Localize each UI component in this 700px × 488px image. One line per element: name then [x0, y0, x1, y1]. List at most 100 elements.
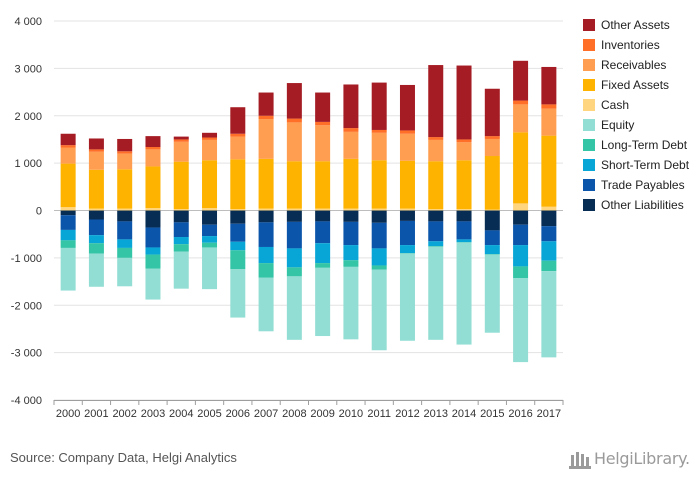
- legend-label: Short-Term Debt: [601, 158, 690, 172]
- bar-segment: [541, 211, 556, 227]
- bar-segment: [372, 209, 387, 211]
- bar-segment: [315, 93, 330, 122]
- bar-segment: [287, 222, 302, 249]
- bar-segment: [457, 221, 472, 239]
- bar-segment: [343, 84, 358, 128]
- legend-swatch: [583, 139, 595, 151]
- bar-segment: [202, 208, 217, 210]
- bar-segment: [145, 208, 160, 210]
- legend-swatch: [583, 39, 595, 51]
- bar-segment: [89, 149, 104, 151]
- bar-segment: [61, 147, 76, 163]
- bar-segment: [230, 209, 245, 210]
- bar-segment: [541, 207, 556, 211]
- bar-segment: [400, 209, 415, 211]
- bar-segment: [230, 211, 245, 224]
- bar-segment: [230, 242, 245, 251]
- bar-segment: [428, 161, 443, 209]
- y-tick-label: -1 000: [11, 253, 42, 265]
- bar-segment: [174, 142, 189, 162]
- x-tick-label: 2007: [254, 408, 278, 420]
- bar-segment: [541, 104, 556, 108]
- bar-segment: [513, 61, 528, 101]
- bar-segment: [202, 138, 217, 140]
- bar-segment: [202, 140, 217, 160]
- bar-segment: [315, 243, 330, 263]
- bar-segment: [485, 210, 500, 211]
- bar-segment: [174, 237, 189, 244]
- legend-label: Inventories: [601, 38, 660, 52]
- bar-segment: [287, 122, 302, 161]
- bar-segment: [343, 267, 358, 339]
- legend-label: Receivables: [601, 58, 666, 72]
- legend-swatch: [583, 119, 595, 131]
- y-tick-label: -3 000: [11, 348, 42, 360]
- bar-segment: [400, 130, 415, 133]
- bar-segment: [61, 240, 76, 248]
- bar-segment: [485, 211, 500, 231]
- bar-segment: [145, 255, 160, 269]
- bar-segment: [287, 267, 302, 276]
- bar-segment: [89, 152, 104, 170]
- legend: Other AssetsInventoriesReceivablesFixed …: [583, 18, 690, 212]
- bar-segment: [343, 209, 358, 211]
- bar-segment: [202, 243, 217, 248]
- bar-segment: [230, 159, 245, 209]
- bar-segment: [485, 156, 500, 210]
- bar-segment: [315, 268, 330, 336]
- x-tick-label: 2012: [395, 408, 419, 420]
- bar-segment: [287, 209, 302, 211]
- legend-swatch: [583, 159, 595, 171]
- bar-segment: [372, 160, 387, 208]
- bar-segment: [259, 116, 274, 119]
- bar-segment: [400, 134, 415, 161]
- bar-segment: [541, 261, 556, 271]
- x-tick-label: 2004: [169, 408, 193, 420]
- x-tick-label: 2015: [480, 408, 504, 420]
- bar-segment: [541, 226, 556, 241]
- legend-label: Equity: [601, 118, 634, 132]
- bar-segment: [117, 209, 132, 211]
- bar-segment: [400, 254, 415, 341]
- y-tick-label: -4 000: [11, 395, 42, 407]
- bar-segment: [457, 209, 472, 210]
- bar-segment: [343, 245, 358, 260]
- bar-segment: [174, 139, 189, 141]
- bar-segment: [372, 130, 387, 133]
- x-tick-label: 2002: [112, 408, 136, 420]
- logo-text: HelgiLibrary.: [594, 449, 690, 468]
- bar-segment: [541, 67, 556, 104]
- bar-segment: [513, 225, 528, 245]
- legend-label: Cash: [601, 98, 629, 112]
- bar-segment: [259, 119, 274, 159]
- bar-segment: [202, 211, 217, 225]
- bar-segment: [174, 252, 189, 289]
- bar-segment: [259, 222, 274, 247]
- bar-segment: [61, 145, 76, 147]
- y-tick-label: 0: [36, 206, 42, 218]
- bar-segment: [400, 245, 415, 253]
- bar-segment: [457, 160, 472, 209]
- bar-segment: [485, 245, 500, 254]
- bar-segment: [174, 222, 189, 237]
- x-tick-label: 2006: [226, 408, 250, 420]
- bar-segment: [202, 133, 217, 138]
- bar-segment: [513, 266, 528, 278]
- bar-segment: [513, 132, 528, 203]
- bar-segment: [145, 228, 160, 248]
- bar-segment: [315, 221, 330, 243]
- bar-segment: [61, 134, 76, 145]
- bar-segment: [428, 140, 443, 161]
- bar-segment: [457, 211, 472, 222]
- bar-segment: [174, 211, 189, 223]
- bar-segment: [315, 125, 330, 161]
- bar-segment: [117, 139, 132, 151]
- bar-segment: [428, 211, 443, 222]
- bar-segment: [372, 265, 387, 269]
- bar-segment: [485, 255, 500, 333]
- bar-segment: [457, 239, 472, 242]
- legend-label: Fixed Assets: [601, 78, 669, 92]
- bar-segment: [230, 107, 245, 134]
